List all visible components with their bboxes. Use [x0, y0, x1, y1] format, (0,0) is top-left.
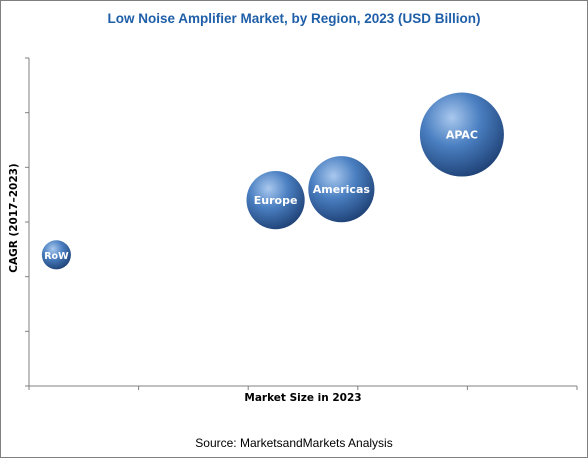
bubble-americas [308, 156, 375, 223]
bubble-label-apac: APAC [446, 129, 478, 142]
bubble-row [41, 240, 71, 270]
y-axis-ticks [25, 57, 29, 387]
bubble-apac [419, 92, 504, 177]
bubble-label-europe: Europe [254, 194, 298, 207]
x-axis-ticks [28, 386, 578, 390]
bubble-label-row: RoW [44, 251, 69, 262]
chart-title: Low Noise Amplifier Market, by Region, 2… [107, 11, 481, 26]
source-note: Source: MarketsandMarkets Analysis [195, 436, 393, 450]
bubble-europe [246, 171, 305, 230]
bubbles-group: RoW Europe Americas APAC [41, 92, 504, 270]
axes [25, 57, 578, 390]
bubble-label-americas: Americas [313, 183, 371, 196]
x-axis-label: Market Size in 2023 [244, 392, 361, 404]
y-axis-label: CAGR (2017–2023) [8, 163, 20, 273]
